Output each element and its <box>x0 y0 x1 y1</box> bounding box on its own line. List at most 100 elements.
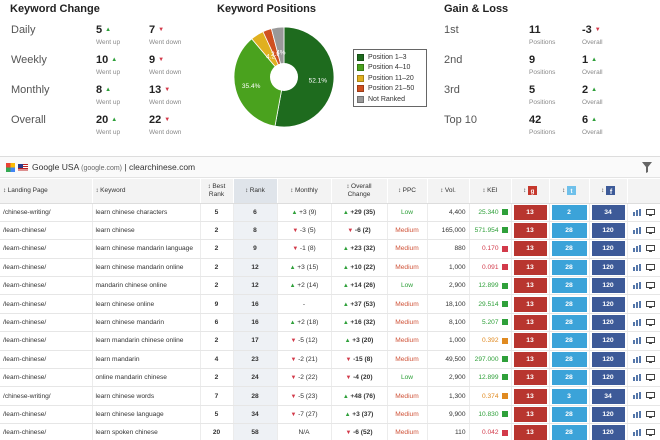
monitor-icon[interactable] <box>646 282 656 290</box>
arrow-up-icon: ▲ <box>289 320 298 327</box>
row-actions-cell <box>627 405 660 425</box>
header-monthly[interactable]: ↕ Monthly <box>277 179 332 204</box>
google-plus-count-cell: 13 <box>511 276 550 296</box>
table-row: /learn-chinese/ learn chinese mandarin o… <box>0 258 660 278</box>
monitor-icon[interactable] <box>646 263 656 271</box>
overall-change-cell: ▲ +10 (22) <box>331 258 388 278</box>
legend-swatch <box>357 95 364 103</box>
header-rank[interactable]: ↕ Rank <box>233 179 278 204</box>
landing-page-cell[interactable]: /learn-chinese/ <box>0 258 93 278</box>
header-overall-change[interactable]: ↕ Overall Change <box>331 179 388 204</box>
google-plus-count-cell: 13 <box>511 350 550 370</box>
header-facebook[interactable]: ↕ f <box>589 179 628 204</box>
overall-change-cell: ▼ -4 (20) <box>331 368 388 388</box>
bar-chart-icon[interactable] <box>632 263 642 271</box>
rank-cell: 28 <box>233 386 278 406</box>
monitor-icon[interactable] <box>646 245 656 253</box>
landing-page-cell[interactable]: /learn-chinese/ <box>0 294 93 314</box>
header-twitter[interactable]: ↕ t <box>549 179 590 204</box>
filter-icon[interactable] <box>642 162 652 173</box>
header-keyword[interactable]: ↕ Keyword <box>92 179 201 204</box>
header-google-plus[interactable]: ↕ g <box>511 179 550 204</box>
arrow-down-icon: ▼ <box>290 393 299 400</box>
google-plus-icon: g <box>527 186 537 196</box>
landing-page-cell[interactable]: /learn-chinese/ <box>0 276 93 296</box>
arrow-up-icon: ▲ <box>111 57 118 63</box>
bar-chart-icon[interactable] <box>632 282 642 290</box>
arrow-down-icon: ▼ <box>164 87 171 93</box>
landing-page-cell[interactable]: /learn-chinese/ <box>0 423 93 440</box>
kei-indicator <box>501 411 508 418</box>
row-actions-cell <box>627 258 660 278</box>
landing-page-cell[interactable]: /learn-chinese/ <box>0 405 93 425</box>
arrow-down-icon: ▼ <box>290 356 299 363</box>
landing-page-cell[interactable]: /learn-chinese/ <box>0 350 93 370</box>
rank-cell: 16 <box>233 294 278 314</box>
google-plus-count-cell: 13 <box>511 294 550 314</box>
arrow-up-icon: ▲ <box>591 57 598 63</box>
landing-page-cell[interactable]: /chinese-writing/ <box>0 386 93 406</box>
header-ppc[interactable]: ↕ PPC <box>387 179 428 204</box>
keyword-change-period-label: Daily <box>11 24 36 36</box>
monitor-icon[interactable] <box>646 300 656 308</box>
monitor-icon[interactable] <box>646 392 656 400</box>
monitor-icon[interactable] <box>646 337 656 345</box>
bar-chart-icon[interactable] <box>632 337 642 345</box>
ppc-cell: Medium <box>387 313 428 333</box>
legend-label: Position 11–20 <box>368 74 414 82</box>
row-actions-cell <box>627 276 660 296</box>
kei-cell: 12.899 <box>469 368 512 388</box>
table-row: /learn-chinese/ learn mandarin 4 23 ▼ -2… <box>0 350 660 370</box>
overall-change-cell: ▲ +16 (32) <box>331 313 388 333</box>
bar-chart-icon[interactable] <box>632 355 642 363</box>
landing-page-cell[interactable]: /learn-chinese/ <box>0 331 93 351</box>
landing-page-cell[interactable]: /learn-chinese/ <box>0 313 93 333</box>
kei-cell: 0.091 <box>469 258 512 278</box>
bar-chart-icon[interactable] <box>632 245 642 253</box>
header-kei[interactable]: ↕ KEI <box>469 179 512 204</box>
bar-chart-icon[interactable] <box>632 429 642 437</box>
kei-cell: 571.954 <box>469 221 512 241</box>
arrow-up-icon: ▲ <box>289 264 298 271</box>
bar-chart-icon[interactable] <box>632 300 642 308</box>
landing-page-cell[interactable]: /learn-chinese/ <box>0 368 93 388</box>
monitor-icon[interactable] <box>646 374 656 382</box>
header-landing-page[interactable]: ↕ Landing Page <box>0 179 93 204</box>
monitor-icon[interactable] <box>646 410 656 418</box>
landing-page-cell[interactable]: /learn-chinese/ <box>0 239 93 259</box>
monitor-icon[interactable] <box>646 208 656 216</box>
rank-cell: 12 <box>233 276 278 296</box>
rank-cell: 8 <box>233 221 278 241</box>
bar-chart-icon[interactable] <box>632 208 642 216</box>
engine-label: Google USA (google.com) | clearchinese.c… <box>32 162 196 172</box>
ppc-cell: Medium <box>387 239 428 259</box>
monitor-icon[interactable] <box>646 318 656 326</box>
overall-label: Overall <box>582 69 603 76</box>
overall-change-count: 2 ▲ <box>582 84 598 96</box>
monitor-icon[interactable] <box>646 355 656 363</box>
facebook-count-cell: 120 <box>589 331 628 351</box>
legend-swatch <box>357 53 364 61</box>
monitor-icon[interactable] <box>646 429 656 437</box>
gain-loss-title: Gain & Loss <box>444 3 509 15</box>
header-volume[interactable]: ↕ Vol. <box>427 179 470 204</box>
ppc-cell: Medium <box>387 386 428 406</box>
volume-cell: 9,900 <box>427 405 470 425</box>
went-up-label: Went up <box>96 39 121 46</box>
bar-chart-icon[interactable] <box>632 392 642 400</box>
bar-chart-icon[interactable] <box>632 410 642 418</box>
facebook-count-cell: 34 <box>589 203 628 222</box>
kei-cell: 5.207 <box>469 313 512 333</box>
kei-indicator <box>501 356 508 363</box>
svg-text:g: g <box>530 189 534 195</box>
bar-chart-icon[interactable] <box>632 318 642 326</box>
bar-chart-icon[interactable] <box>632 374 642 382</box>
legend-item: Position 1–3 <box>357 52 423 63</box>
overall-label: Overall <box>582 39 603 46</box>
landing-page-cell[interactable]: /chinese-writing/ <box>0 203 93 222</box>
landing-page-cell[interactable]: /learn-chinese/ <box>0 221 93 241</box>
monthly-change-cell: ▲ +2 (14) <box>277 276 332 296</box>
bar-chart-icon[interactable] <box>632 226 642 234</box>
monitor-icon[interactable] <box>646 226 656 234</box>
header-best-rank[interactable]: ↕ Best Rank <box>200 179 234 204</box>
